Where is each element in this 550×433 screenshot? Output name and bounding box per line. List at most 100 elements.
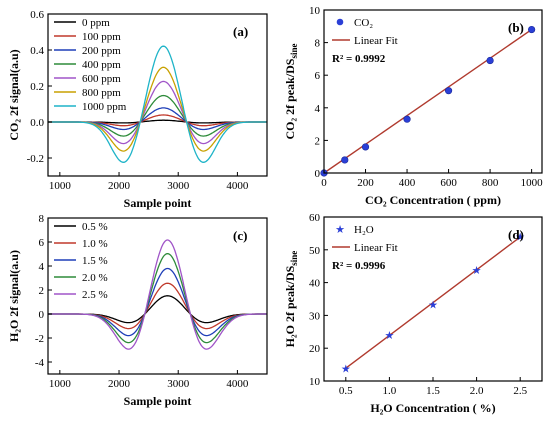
legend-entry: 1.0 % xyxy=(82,238,108,250)
y-tick-label: 10 xyxy=(309,5,321,17)
y-tick-label: 10 xyxy=(309,376,321,388)
chart-panel-c: 0.5 % 1.0 % 1.5 % 2.0 % 2.5 % 1000 2000 3000 400… xyxy=(7,213,268,408)
x-tick-label: 4000 xyxy=(226,378,249,390)
y-tick-label: 2 xyxy=(39,285,45,297)
data-point: ★ xyxy=(341,364,351,376)
x-tick-label: 1000 xyxy=(49,180,72,192)
y-tick-label: 20 xyxy=(309,343,321,355)
x-tick-label: 1000 xyxy=(521,177,544,189)
chart-panel-d: ★ ★ ★ ★ ★ ★ H₂O Linear Fit R² = 0.9996 0.5 1.0 1.5 2… xyxy=(283,212,543,415)
y-tick-label: 30 xyxy=(309,310,321,322)
y-tick-label: -0.2 xyxy=(27,153,44,165)
y-axis-label-subscript: sine xyxy=(289,44,299,59)
data-point: ★ xyxy=(428,300,438,312)
x-axis-label: H₂O Concentration ( %) xyxy=(370,401,495,415)
y-axis-label: CO₂ 2f signal(a.u) xyxy=(7,49,21,140)
y-axis-label: H₂O 2f peak/DSsine xyxy=(283,251,299,348)
y-tick-label: 2 xyxy=(315,135,321,147)
series-line xyxy=(48,45,267,163)
legend-marker xyxy=(336,18,344,26)
legend-entry-points: H₂O xyxy=(354,224,374,236)
y-tick-label: 6 xyxy=(39,237,45,249)
legend-entry: 2.5 % xyxy=(82,289,108,301)
x-tick-label: 0.5 xyxy=(339,385,353,397)
panel-label: (d) xyxy=(508,227,524,242)
plot-frame xyxy=(323,9,543,174)
y-tick-label: 0.2 xyxy=(30,81,44,93)
x-tick-label: 800 xyxy=(482,177,499,189)
plot-frame xyxy=(47,217,268,375)
x-tick-label: 200 xyxy=(357,177,374,189)
series-line xyxy=(48,107,267,131)
data-point xyxy=(341,156,349,164)
y-tick-label: 0.6 xyxy=(30,9,44,21)
legend-entry: 200 ppm xyxy=(82,45,121,57)
legend-entry-fit: Linear Fit xyxy=(354,35,398,47)
y-tick-label: 0.4 xyxy=(30,45,44,57)
series-line xyxy=(48,267,267,337)
chart-panel-a: 0 ppm 100 ppm 200 ppm 400 ppm 600 ppm 800 ppm… xyxy=(7,9,268,210)
y-tick-label: 4 xyxy=(39,261,45,273)
y-axis-label-main: CO₂ 2f peak/DS xyxy=(283,58,297,139)
series-line xyxy=(48,282,267,330)
y-tick-label: 0 xyxy=(39,309,45,321)
x-tick-label: 3000 xyxy=(167,378,190,390)
data-point: ★ xyxy=(384,330,394,342)
y-axis-label-main: CO₂ 2f signal(a.u) xyxy=(7,49,21,140)
legend-entry: 400 ppm xyxy=(82,59,121,71)
y-tick-label: 60 xyxy=(309,212,321,224)
x-tick-label: 2.5 xyxy=(513,385,527,397)
x-axis-label: Sample point xyxy=(124,196,192,210)
y-tick-label: 0 xyxy=(315,168,321,180)
series-line xyxy=(48,239,267,350)
legend-entry: 0.5 % xyxy=(82,221,108,233)
fit-line xyxy=(345,236,521,369)
panel-label: (c) xyxy=(233,228,247,243)
y-tick-label: 8 xyxy=(315,38,321,50)
plot-frame xyxy=(47,13,268,177)
data-point xyxy=(444,87,453,95)
x-axis-label: Sample point xyxy=(124,394,192,408)
y-tick-label: 40 xyxy=(309,278,321,290)
legend-entry-fit: Linear Fit xyxy=(354,242,398,254)
x-tick-label: 0 xyxy=(321,177,327,189)
y-tick-label: -4 xyxy=(35,357,45,369)
legend-entry: 100 ppm xyxy=(82,31,121,43)
data-point: ★ xyxy=(515,232,525,244)
r-squared-annotation: R² = 0.9996 xyxy=(332,260,386,272)
x-tick-label: 4000 xyxy=(226,180,249,192)
data-point xyxy=(361,143,370,151)
x-tick-label: 2000 xyxy=(108,180,131,192)
legend-entry: 1000 ppm xyxy=(82,101,127,113)
data-point: ★ xyxy=(472,265,482,277)
y-tick-label: 6 xyxy=(315,70,321,82)
x-tick-label: 2.0 xyxy=(470,385,484,397)
x-tick-label: 400 xyxy=(399,177,416,189)
series-line xyxy=(48,80,267,145)
fit-line xyxy=(323,28,533,174)
legend-entry: 1.5 % xyxy=(82,255,108,267)
y-tick-label: 4 xyxy=(315,103,321,115)
y-tick-label: 0.0 xyxy=(30,117,44,129)
data-point xyxy=(528,25,536,34)
x-tick-label: 2000 xyxy=(108,378,131,390)
y-axis-label-main: H₂O 2f signal(a.u) xyxy=(7,250,21,342)
x-axis-label: CO₂ Concentration ( ppm) xyxy=(365,193,501,207)
legend-entry-points: CO₂ xyxy=(354,17,373,29)
legend-marker: ★ xyxy=(335,224,345,236)
data-point xyxy=(403,115,411,123)
legend-entry: 600 ppm xyxy=(82,73,121,85)
series-line xyxy=(48,253,267,344)
x-tick-label: 1.5 xyxy=(426,385,440,397)
y-tick-label: -2 xyxy=(35,333,44,345)
x-tick-label: 1000 xyxy=(49,378,72,390)
x-tick-label: 600 xyxy=(440,177,457,189)
legend-entry: 800 ppm xyxy=(82,87,121,99)
data-point xyxy=(486,56,494,65)
panel-label: (b) xyxy=(508,20,524,35)
y-tick-label: 8 xyxy=(39,213,45,225)
r-squared-annotation: R² = 0.9992 xyxy=(332,53,386,65)
y-tick-label: 50 xyxy=(309,245,321,257)
